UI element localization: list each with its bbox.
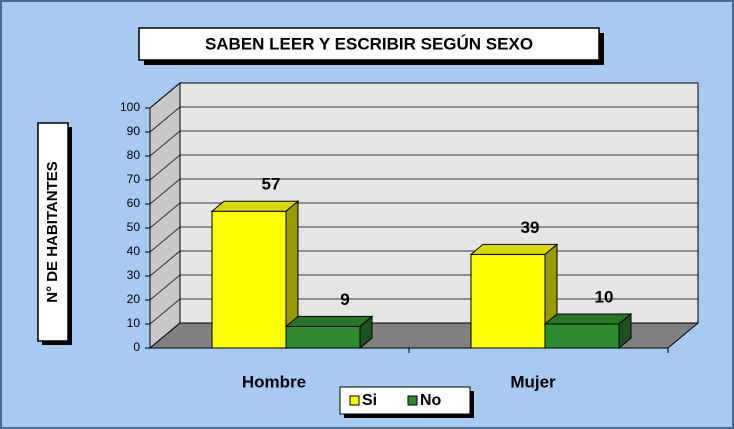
grid-line xyxy=(149,106,698,133)
title-box xyxy=(138,27,600,61)
y-tick-label: 80 xyxy=(127,148,141,162)
bar xyxy=(470,253,546,349)
y-tick-label: 70 xyxy=(127,172,141,186)
legend-swatch xyxy=(407,395,418,406)
y-axis-label: N° DE HABITANTES xyxy=(44,161,61,303)
bar-top xyxy=(284,315,374,327)
legend-box xyxy=(339,386,471,415)
bar xyxy=(544,323,620,349)
data-label: 10 xyxy=(595,287,614,306)
legend: Si No xyxy=(339,386,474,418)
bar xyxy=(285,325,361,349)
x-tick-label: Hombre xyxy=(242,372,306,391)
grid-line xyxy=(149,226,698,253)
y-tick-label: 20 xyxy=(127,292,141,306)
grid-line xyxy=(149,130,698,157)
bar xyxy=(211,210,287,349)
data-label: 9 xyxy=(340,290,349,309)
legend-label: Si xyxy=(362,392,377,409)
data-label: 57 xyxy=(262,175,281,194)
y-tick-label: 0 xyxy=(133,340,140,354)
bar-side xyxy=(618,312,632,350)
bar-top xyxy=(469,243,559,255)
grid-line xyxy=(149,82,698,109)
grid-line xyxy=(149,154,698,181)
data-label: 39 xyxy=(521,218,540,237)
legend-swatch xyxy=(349,395,360,406)
y-tick-label: 50 xyxy=(127,220,141,234)
x-tick-label: Mujer xyxy=(510,372,556,391)
bar-top xyxy=(543,313,633,325)
grid-line xyxy=(149,178,698,205)
bar-top xyxy=(210,200,300,212)
legend-label: No xyxy=(420,392,442,409)
y-tick-label: 60 xyxy=(127,196,141,210)
y-tick-label: 30 xyxy=(127,268,141,282)
grid-line xyxy=(149,202,698,229)
chart-title: SABEN LEER Y ESCRIBIR SEGÚN SEXO xyxy=(205,34,533,53)
y-label-box xyxy=(37,122,69,342)
y-tick-label: 40 xyxy=(127,244,141,258)
y-tick-label: 10 xyxy=(127,316,141,330)
y-tick-label: 100 xyxy=(120,100,140,114)
y-tick-label: 90 xyxy=(127,124,141,138)
bar-side xyxy=(359,315,373,350)
